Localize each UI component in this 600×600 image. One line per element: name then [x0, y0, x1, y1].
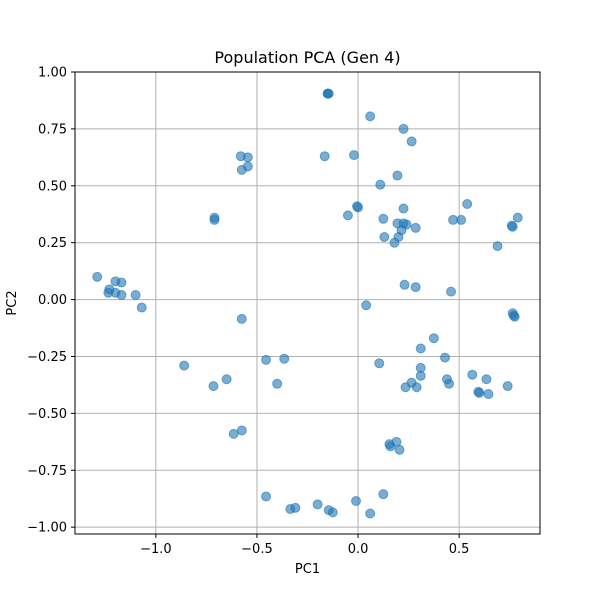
data-point: [428, 333, 439, 344]
data-point: [446, 286, 457, 297]
data-point: [400, 382, 411, 393]
x-tick-label: 0.0: [348, 542, 369, 557]
data-point: [406, 136, 417, 147]
y-tick-label: −0.25: [27, 350, 67, 365]
y-tick-label: 0.50: [38, 179, 67, 194]
y-tick-label: 1.00: [38, 66, 67, 81]
data-point: [415, 370, 426, 381]
chart-title: Population PCA (Gen 4): [214, 48, 400, 67]
data-point: [462, 199, 473, 209]
y-tick-label: 0.25: [38, 236, 67, 251]
data-point: [439, 352, 450, 363]
data-point: [272, 378, 283, 389]
data-point: [410, 282, 421, 293]
data-point: [290, 502, 301, 513]
data-point: [375, 179, 386, 190]
data-point: [389, 237, 400, 248]
x-tick-label: −0.5: [241, 542, 273, 557]
plot-frame: [74, 71, 541, 535]
data-point: [179, 360, 190, 371]
data-point: [236, 164, 247, 175]
data-point: [483, 389, 494, 400]
y-tick-label: 0.00: [38, 293, 67, 308]
data-point: [365, 508, 376, 519]
data-point: [467, 369, 478, 380]
data-point: [456, 214, 467, 225]
data-point: [415, 343, 426, 354]
data-point: [399, 279, 410, 290]
x-axis-label: PC1: [295, 562, 320, 577]
data-point: [209, 214, 220, 225]
data-point: [410, 222, 421, 233]
data-point: [378, 213, 389, 224]
y-tick-label: −0.75: [27, 464, 67, 479]
y-axis-label: PC2: [5, 290, 20, 315]
data-point: [481, 374, 492, 385]
data-point: [378, 489, 389, 500]
data-point: [392, 170, 403, 181]
data-point: [444, 378, 455, 389]
data-point: [242, 152, 253, 163]
x-tick-label: −1.0: [140, 542, 172, 557]
data-point: [365, 111, 376, 122]
x-tick-label: 0.5: [449, 542, 470, 557]
data-point: [136, 302, 147, 313]
data-point: [130, 290, 141, 301]
data-point: [279, 353, 290, 364]
data-point: [394, 444, 405, 455]
data-point: [342, 210, 353, 221]
data-point: [221, 374, 232, 385]
data-point: [512, 212, 523, 223]
data-point: [236, 313, 247, 324]
data-point: [379, 232, 390, 242]
data-point: [327, 507, 338, 518]
grid-lines: [75, 71, 540, 534]
data-point: [349, 150, 359, 161]
data-point: [116, 290, 127, 301]
data-point: [502, 381, 513, 392]
data-point: [374, 358, 385, 369]
data-point: [509, 311, 520, 322]
data-point: [92, 271, 103, 282]
data-point: [398, 123, 409, 134]
data-point: [507, 221, 518, 232]
data-point: [236, 425, 247, 436]
data-point: [261, 491, 272, 502]
data-point: [208, 381, 219, 392]
data-point: [312, 499, 323, 510]
data-point: [323, 88, 334, 99]
data-points: [92, 88, 523, 519]
data-point: [352, 201, 363, 212]
axis-ticks: −1.0 −0.5 0.0 0.5 −1.00 −0.75 −0.50 −0.25 0.00 0.…: [27, 66, 469, 558]
data-point: [319, 151, 330, 162]
data-point: [361, 300, 372, 311]
y-tick-label: −1.00: [27, 521, 67, 536]
y-tick-label: −0.50: [27, 407, 67, 422]
data-point: [492, 241, 503, 252]
data-point: [411, 382, 422, 393]
data-point: [398, 203, 409, 214]
data-point: [474, 387, 485, 398]
data-point: [351, 496, 362, 506]
data-point: [261, 354, 272, 365]
y-tick-label: 0.75: [38, 122, 67, 137]
data-point: [116, 277, 127, 288]
